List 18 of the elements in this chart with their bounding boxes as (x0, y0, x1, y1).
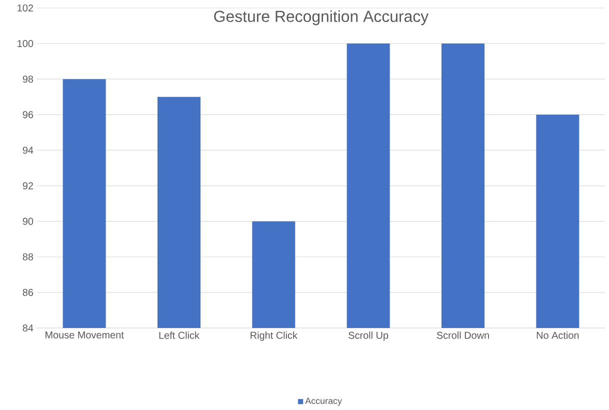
x-tick-label: Scroll Up (348, 332, 388, 341)
x-tick-label: Right Click (250, 332, 298, 341)
y-tick-label: 100 (18, 40, 34, 48)
y-tick-label: 98 (22, 76, 34, 83)
y-tick-label: 102 (18, 4, 33, 12)
x-tick-label: Scroll Down (436, 332, 489, 339)
y-tick-label: 90 (22, 218, 34, 225)
y-tick-label: 96 (22, 111, 34, 118)
y-tick-label: 88 (22, 253, 34, 260)
x-tick-label: Left Click (159, 332, 200, 339)
y-tick-label: 84 (22, 324, 34, 332)
legend-label: Accuracy (305, 398, 342, 406)
chart-title: Gesture Recognition Accuracy (214, 10, 429, 26)
y-tick-label: 94 (22, 146, 34, 154)
x-tick-label: Mouse Movement (46, 332, 124, 338)
y-tick-label: 86 (22, 288, 34, 296)
x-tick-label: No Action (536, 332, 579, 339)
y-tick-label: 92 (22, 182, 33, 190)
